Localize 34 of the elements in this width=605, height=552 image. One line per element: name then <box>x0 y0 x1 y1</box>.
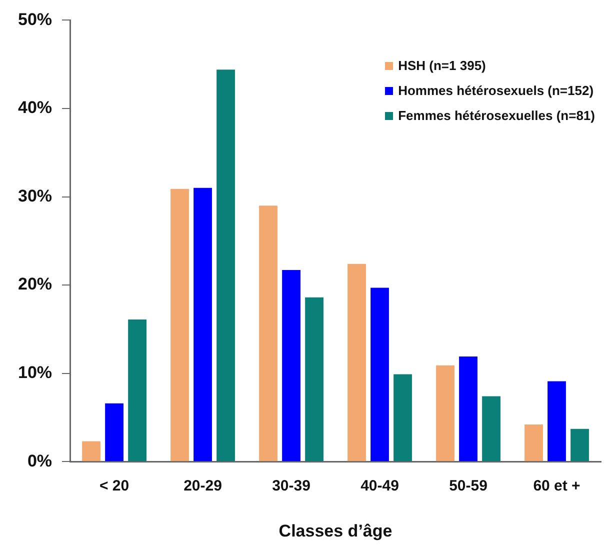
bar <box>370 288 389 462</box>
x-tick-label: 50-59 <box>449 478 488 495</box>
bar <box>216 70 235 462</box>
bar <box>128 319 146 462</box>
y-tick-label: 20% <box>18 274 52 294</box>
y-tick-label: 10% <box>18 363 52 382</box>
legend-label: Femmes hétérosexuelles (n=81) <box>398 108 595 124</box>
bar <box>105 403 124 462</box>
x-tick-label: 40-49 <box>360 478 399 495</box>
y-tick-label: 30% <box>18 186 52 206</box>
x-tick-label: 60 et + <box>533 478 581 495</box>
x-tick-label: 20-29 <box>184 478 222 495</box>
bar <box>348 264 366 462</box>
bar <box>170 188 189 462</box>
bar <box>548 381 566 462</box>
y-tick-label: 50% <box>18 10 52 29</box>
x-tick-label: 30-39 <box>272 478 310 495</box>
bar <box>259 206 278 462</box>
bar <box>570 428 589 462</box>
x-axis-title: Classes d’âge <box>278 521 392 540</box>
x-tick-label: < 20 <box>99 478 130 495</box>
bar <box>459 356 478 462</box>
bar <box>394 374 412 462</box>
legend-label: HSH (n=1 395) <box>398 58 486 74</box>
bar <box>436 365 454 462</box>
bar <box>482 396 500 462</box>
legend-label: Hommes hétérosexuels (n=152) <box>398 83 594 98</box>
bar <box>282 270 300 462</box>
y-tick-label: 0% <box>27 451 52 470</box>
bar <box>82 441 100 462</box>
bar <box>305 297 324 462</box>
y-tick-label: 40% <box>18 98 52 118</box>
bar <box>194 188 212 462</box>
bar <box>524 424 543 462</box>
